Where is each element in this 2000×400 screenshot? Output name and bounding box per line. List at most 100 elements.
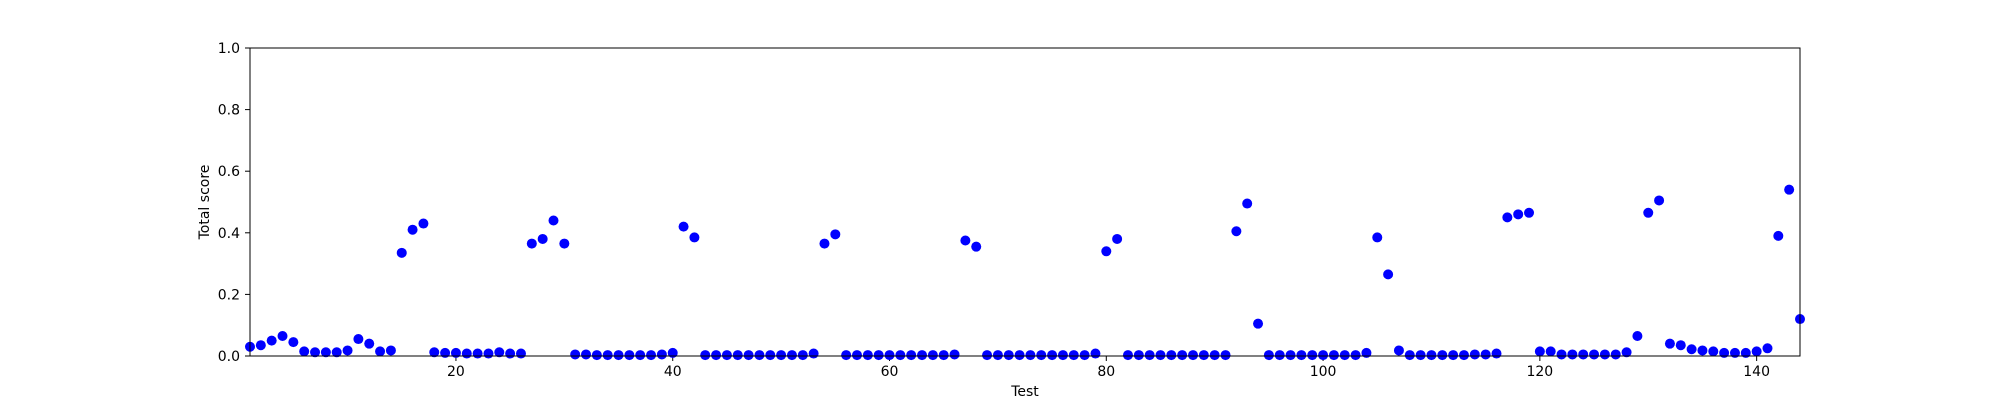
data-point [765,350,776,361]
data-point [1307,350,1318,361]
data-point [1188,350,1199,361]
data-point [917,350,928,361]
data-point [1675,340,1686,351]
data-point [776,350,787,361]
data-point [581,349,592,360]
plot-background [250,48,1800,356]
data-point [1578,349,1589,360]
data-point [711,350,722,361]
data-point [1393,345,1404,356]
data-point [613,350,624,361]
x-tick-label: 120 [1526,364,1553,380]
data-point [906,350,917,361]
data-point [1144,350,1155,361]
data-point [949,349,960,360]
data-point [700,350,711,361]
data-point [548,215,559,226]
data-point [830,229,841,240]
data-point [288,337,299,348]
data-point [646,350,657,361]
y-axis-title: Total score [197,165,213,241]
data-point [483,348,494,359]
plot-frame [249,47,1801,357]
x-tick-label: 100 [1310,364,1337,380]
data-point [591,350,602,361]
data-point [1632,330,1643,341]
data-point [1773,230,1784,241]
data-point [1458,350,1469,361]
data-point [754,350,765,361]
data-point [1556,349,1567,360]
data-point [1328,350,1339,361]
data-point [624,350,635,361]
data-point [429,347,440,358]
data-point [1079,350,1090,361]
data-point [1198,350,1209,361]
data-point [1166,350,1177,361]
data-point [1599,349,1610,360]
data-point [602,350,613,361]
data-point [1285,350,1296,361]
data-point [960,235,971,246]
data-point [1426,350,1437,361]
data-point [1448,350,1459,361]
data-point [353,334,364,345]
data-point [299,346,310,357]
data-point [1567,349,1578,360]
data-point [1784,184,1795,195]
data-point [385,345,396,356]
data-point [472,348,483,359]
data-point [1762,343,1773,354]
data-point [1155,350,1166,361]
data-point [1122,350,1133,361]
data-point [1719,347,1730,358]
data-point [1274,350,1285,361]
data-point [1610,349,1621,360]
data-point [1697,345,1708,356]
data-point [1025,350,1036,361]
data-point [440,347,451,358]
data-point [277,330,288,341]
data-point [1513,209,1524,220]
data-point [1524,207,1535,218]
data-point [992,350,1003,361]
data-point [1068,350,1079,361]
data-point [797,350,808,361]
data-point [1372,232,1383,243]
data-point [1491,348,1502,359]
data-point [342,345,353,356]
data-point [689,232,700,243]
data-point [331,347,342,358]
data-point [895,350,906,361]
data-point [396,247,407,258]
data-point [570,349,581,360]
data-point [310,347,321,358]
data-point [1209,350,1220,361]
x-tick-label: 40 [664,364,682,380]
data-point [1664,338,1675,349]
data-point [808,348,819,359]
data-point [364,338,375,349]
y-axis: 0.0 0.2 0.4 0.6 0.8 1.0 [218,41,250,365]
data-point [1708,346,1719,357]
data-point [1729,347,1740,358]
data-point [505,348,516,359]
data-point [884,350,895,361]
data-point [1383,269,1394,280]
y-tick-label: 0.8 [218,103,240,119]
data-point [786,350,797,361]
data-points [245,184,1805,361]
data-point [1361,347,1372,358]
data-point [1090,348,1101,359]
data-point [1101,246,1112,257]
data-point [1415,350,1426,361]
data-point [375,346,386,357]
data-point [1036,350,1047,361]
y-tick-label: 0.2 [218,287,240,303]
data-point [1751,346,1762,357]
data-point [971,241,982,252]
data-point [461,348,472,359]
y-tick-label: 1.0 [218,41,240,57]
data-point [1589,349,1600,360]
